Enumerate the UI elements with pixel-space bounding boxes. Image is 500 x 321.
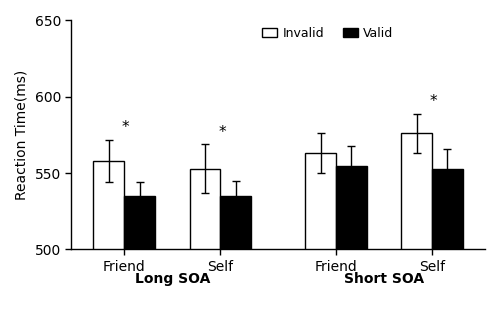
Text: *: *	[430, 94, 438, 109]
Text: *: *	[122, 120, 130, 135]
Bar	[220, 196, 251, 321]
Y-axis label: Reaction Time(ms): Reaction Time(ms)	[15, 70, 29, 200]
Bar	[402, 134, 432, 321]
Text: Long SOA: Long SOA	[134, 272, 210, 286]
Bar	[124, 196, 155, 321]
Bar	[432, 169, 463, 321]
Bar	[190, 169, 220, 321]
Legend: Invalid, Valid: Invalid, Valid	[258, 22, 398, 45]
Bar	[305, 153, 336, 321]
Bar	[336, 166, 366, 321]
Text: *: *	[218, 125, 226, 140]
Bar	[94, 161, 124, 321]
Text: Short SOA: Short SOA	[344, 272, 424, 286]
